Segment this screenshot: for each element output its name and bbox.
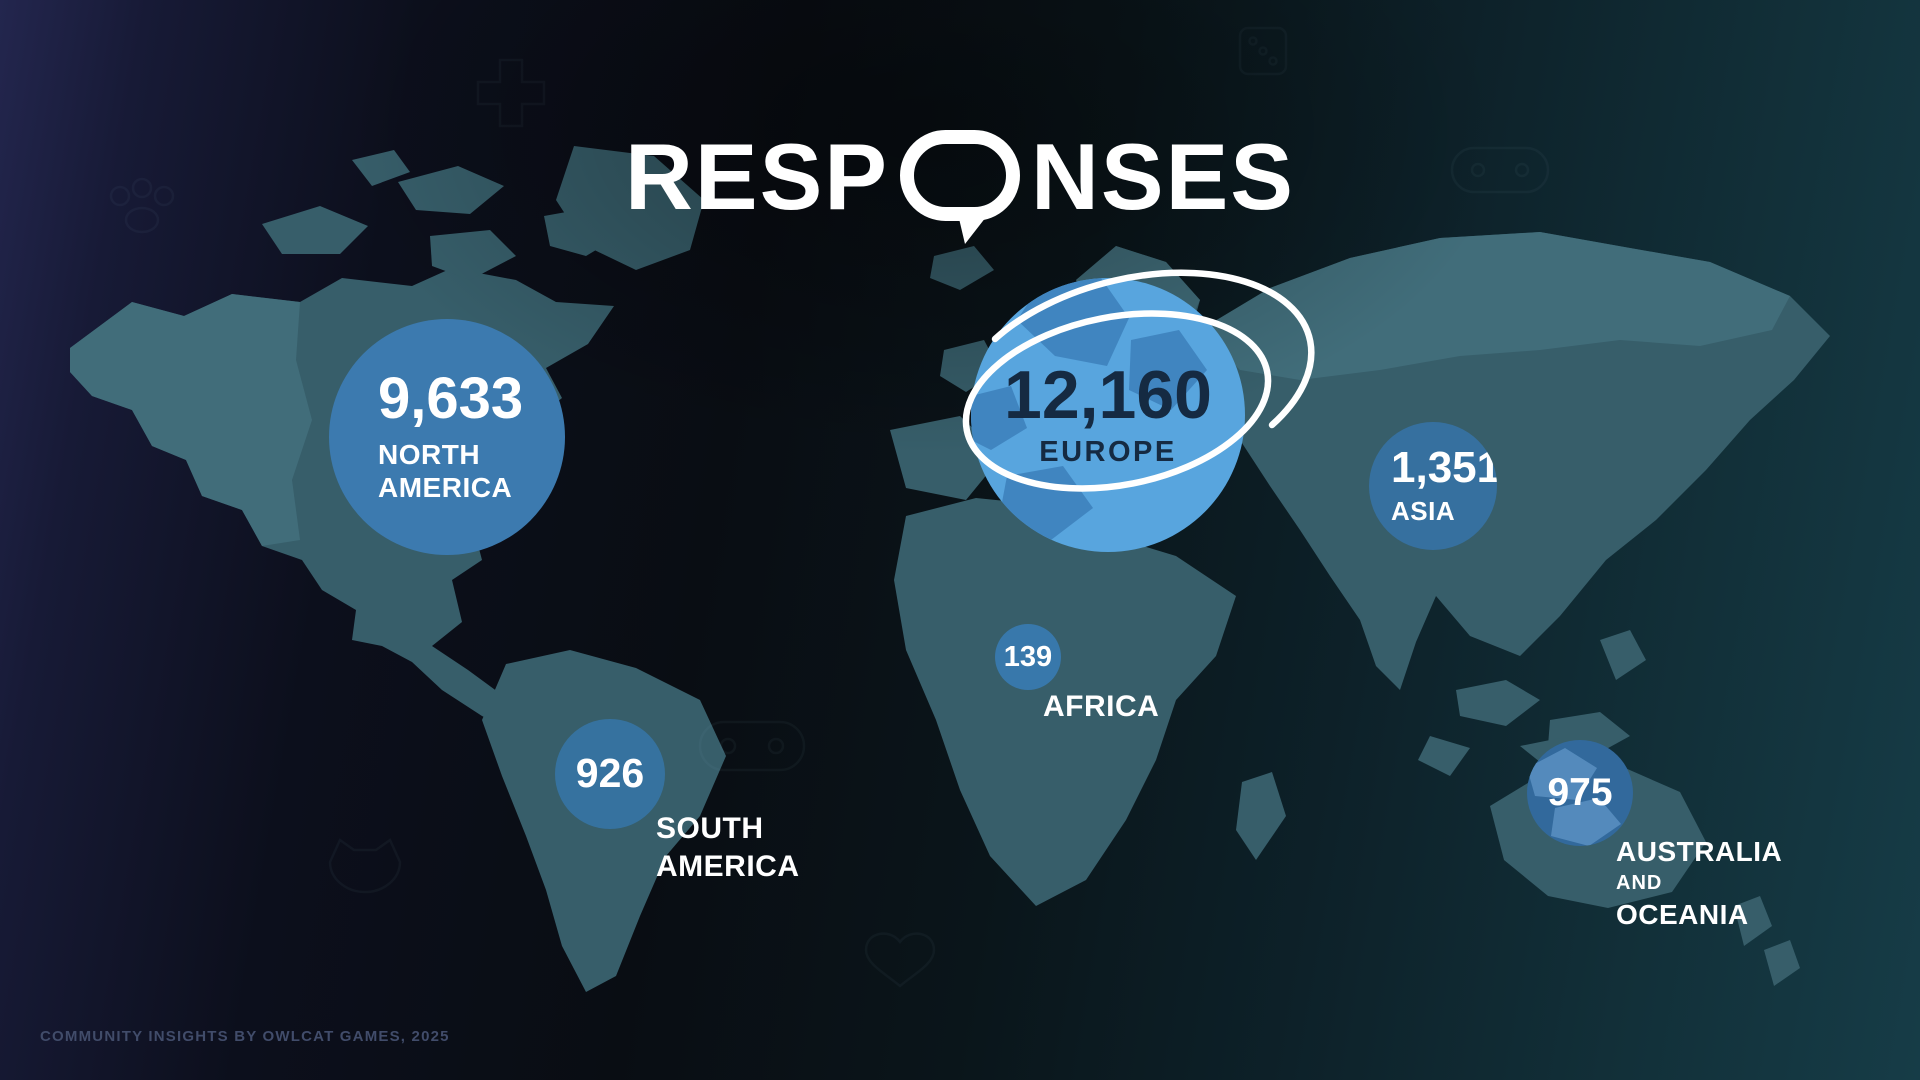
bubble-africa: 139 bbox=[995, 624, 1061, 690]
region-name-line: SOUTH bbox=[656, 812, 764, 845]
region-value: 1,351 bbox=[1391, 443, 1497, 493]
bubble-asia: 1,351 ASIA bbox=[1369, 422, 1497, 550]
paw-icon bbox=[109, 177, 175, 234]
region-label-south-america: SOUTH AMERICA bbox=[656, 810, 800, 885]
region-name-line: AND bbox=[1616, 872, 1663, 894]
cat-icon bbox=[328, 838, 402, 894]
bubble-south-america: 926 bbox=[555, 719, 665, 829]
heart-icon bbox=[864, 932, 936, 988]
title-suffix: NSES bbox=[1031, 124, 1295, 229]
bubble-europe: 12,160 EUROPE bbox=[971, 278, 1245, 552]
dice-icon bbox=[1238, 26, 1288, 76]
gamepad-icon bbox=[1450, 146, 1550, 194]
gamepad-icon bbox=[698, 720, 806, 772]
region-label-australia-oceania: AUSTRALIA AND OCEANIA bbox=[1616, 834, 1782, 932]
page-title: RESP NSES bbox=[0, 116, 1920, 244]
bubble-australia-landmass bbox=[1527, 748, 1621, 846]
region-value: 139 bbox=[1003, 640, 1053, 673]
source-note: COMMUNITY INSIGHTS BY OWLCAT GAMES, 2025 bbox=[40, 1028, 450, 1045]
dpad-icon bbox=[476, 58, 546, 128]
region-name-line: AMERICA bbox=[656, 849, 800, 883]
region-name-line: AUSTRALIA bbox=[1616, 836, 1783, 867]
bubble-australia-oceania: 975 bbox=[1527, 740, 1633, 846]
bubble-north-america: 9,633 NORTH AMERICA bbox=[329, 319, 565, 555]
region-value: 926 bbox=[575, 750, 645, 797]
region-name-line: NORTH bbox=[378, 438, 481, 470]
region-name-line: ASIA bbox=[1391, 495, 1456, 526]
map-greenland bbox=[556, 146, 704, 270]
title-prefix: RESP bbox=[625, 124, 889, 229]
region-label-africa: AFRICA bbox=[1043, 690, 1160, 723]
region-value: 12,160 bbox=[1004, 356, 1212, 433]
region-name-line: OCEANIA bbox=[1616, 899, 1749, 930]
region-name-line: AMERICA bbox=[378, 472, 513, 504]
map-africa bbox=[894, 498, 1236, 906]
region-value: 9,633 bbox=[378, 365, 524, 431]
speech-bubble-icon bbox=[900, 130, 1020, 244]
region-value: 975 bbox=[1547, 770, 1613, 814]
region-name-line: EUROPE bbox=[1039, 436, 1177, 469]
